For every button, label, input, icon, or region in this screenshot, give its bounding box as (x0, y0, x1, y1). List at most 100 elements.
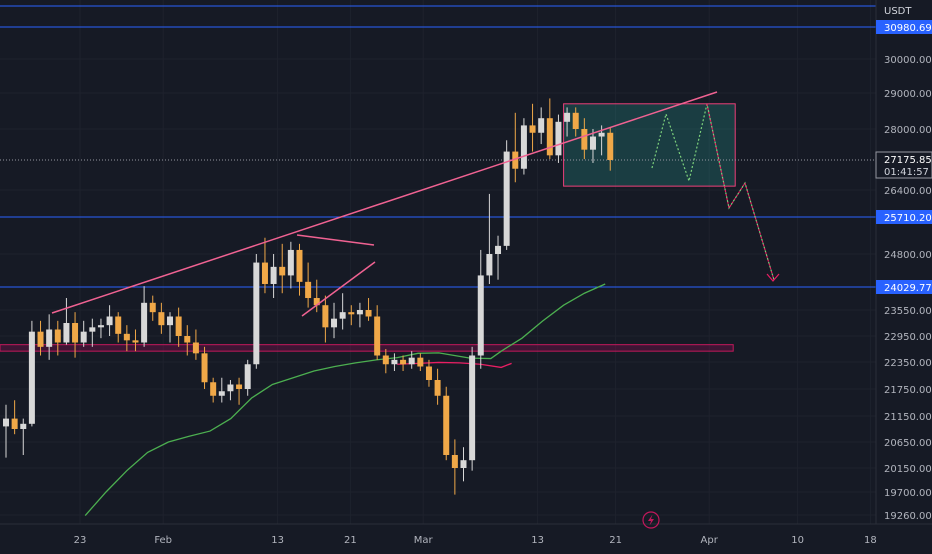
candle-body (115, 316, 122, 334)
candle-body (236, 384, 243, 389)
candle-body (20, 423, 27, 429)
price-tick-label: 23550.00 (884, 306, 932, 317)
candle-body (296, 249, 303, 282)
price-tick-label: 21750.00 (884, 385, 932, 396)
candle-body (572, 112, 579, 129)
candle-body (564, 112, 571, 122)
demand-band-layer (0, 344, 734, 352)
candle-body (270, 266, 277, 284)
time-tick-label: 21 (609, 535, 622, 546)
candle-body (305, 281, 312, 299)
current-price-label: 27175.85 (884, 155, 932, 166)
moving-average-line (84, 283, 606, 516)
flag-upper-line[interactable] (296, 234, 375, 246)
price-tick-label: 21150.00 (884, 412, 932, 423)
level-label: 30980.69 (884, 23, 932, 34)
candle-body (46, 329, 53, 347)
candle-body (374, 316, 381, 356)
candle-body (28, 331, 35, 424)
horizontal-levels (0, 5, 876, 288)
candle-body (54, 329, 61, 343)
candle-body (11, 418, 18, 429)
current-price-badge (875, 151, 932, 179)
candle-body (529, 125, 536, 133)
candle-body (538, 118, 545, 133)
price-tick-label: 20650.00 (884, 438, 932, 449)
candle-body (520, 125, 527, 169)
level-label-bg (876, 20, 932, 34)
candle-body (546, 118, 553, 156)
candle-body (391, 359, 398, 365)
candle-body (477, 275, 484, 356)
ascending-trendline[interactable] (51, 91, 718, 314)
candle-body (201, 353, 208, 383)
candle-body (279, 266, 286, 276)
demand-band (0, 344, 734, 352)
candle-body (486, 254, 493, 276)
time-tick-label: 23 (74, 535, 87, 546)
time-tick-label: 13 (271, 535, 284, 546)
grid (0, 0, 876, 524)
level-label-bg (876, 210, 932, 224)
candle-body (598, 132, 605, 137)
projection-arrowhead (766, 273, 780, 282)
candle-body (425, 366, 432, 380)
candle-body (382, 355, 389, 365)
time-tick-label: 10 (791, 535, 804, 546)
projection-path-red (706, 103, 775, 281)
candle-body (227, 384, 234, 392)
candle-body (469, 355, 476, 461)
candle-body (348, 312, 355, 315)
price-tick-label: 20150.00 (884, 464, 932, 475)
candle-body (106, 316, 113, 326)
level-label: 24029.77 (884, 283, 932, 294)
time-tick-label: Apr (701, 535, 719, 546)
lightning-icon[interactable] (642, 511, 660, 529)
price-tick-label: 26400.00 (884, 186, 932, 197)
candle-body (210, 382, 217, 396)
price-axis[interactable]: USDT 30000.00 29000.00 28000.00 26400.00 248… (875, 0, 932, 550)
candle-body (167, 316, 174, 326)
candle-body (123, 333, 130, 341)
candle-body (97, 325, 104, 328)
candle-body (132, 340, 139, 343)
price-tick-label: 28000.00 (884, 125, 932, 136)
price-tick-label: 30000.00 (884, 55, 932, 66)
candle-body (244, 364, 251, 389)
candle-body (408, 357, 415, 365)
price-tick-label: 19700.00 (884, 488, 932, 499)
price-tick-label: 22950.00 (884, 332, 932, 343)
candle-body (581, 129, 588, 150)
candle-body (192, 342, 199, 354)
candle-body (443, 395, 450, 455)
time-tick-label: Mar (414, 535, 434, 546)
price-tick-label: 29000.00 (884, 89, 932, 100)
price-tick-label: 24800.00 (884, 250, 932, 261)
candle-body (89, 327, 96, 332)
candle-body (261, 262, 268, 284)
axis-unit-label: USDT (884, 6, 912, 17)
candle-body (331, 318, 338, 328)
candle-body (555, 121, 562, 156)
candle-body (495, 245, 502, 254)
candle-body (434, 380, 441, 396)
time-axis[interactable]: 23 Feb 13 21 Mar 13 21 Apr 10 18 (0, 523, 932, 546)
time-tick-label: 13 (531, 535, 544, 546)
time-tick-label: 21 (344, 535, 357, 546)
candles (3, 98, 614, 495)
candle-body (149, 302, 156, 313)
candle-body (460, 460, 467, 468)
candle-body (184, 336, 191, 343)
price-tick-label: 22350.00 (884, 358, 932, 369)
candle-body (72, 323, 79, 343)
level-label-bg (876, 280, 932, 294)
candle-body (80, 331, 87, 343)
flag-lower-line[interactable] (301, 261, 376, 317)
candle-body (287, 249, 294, 276)
candle-body (400, 359, 407, 365)
candle-body (313, 298, 320, 306)
candle-body (175, 316, 182, 336)
candle-body (503, 151, 510, 246)
